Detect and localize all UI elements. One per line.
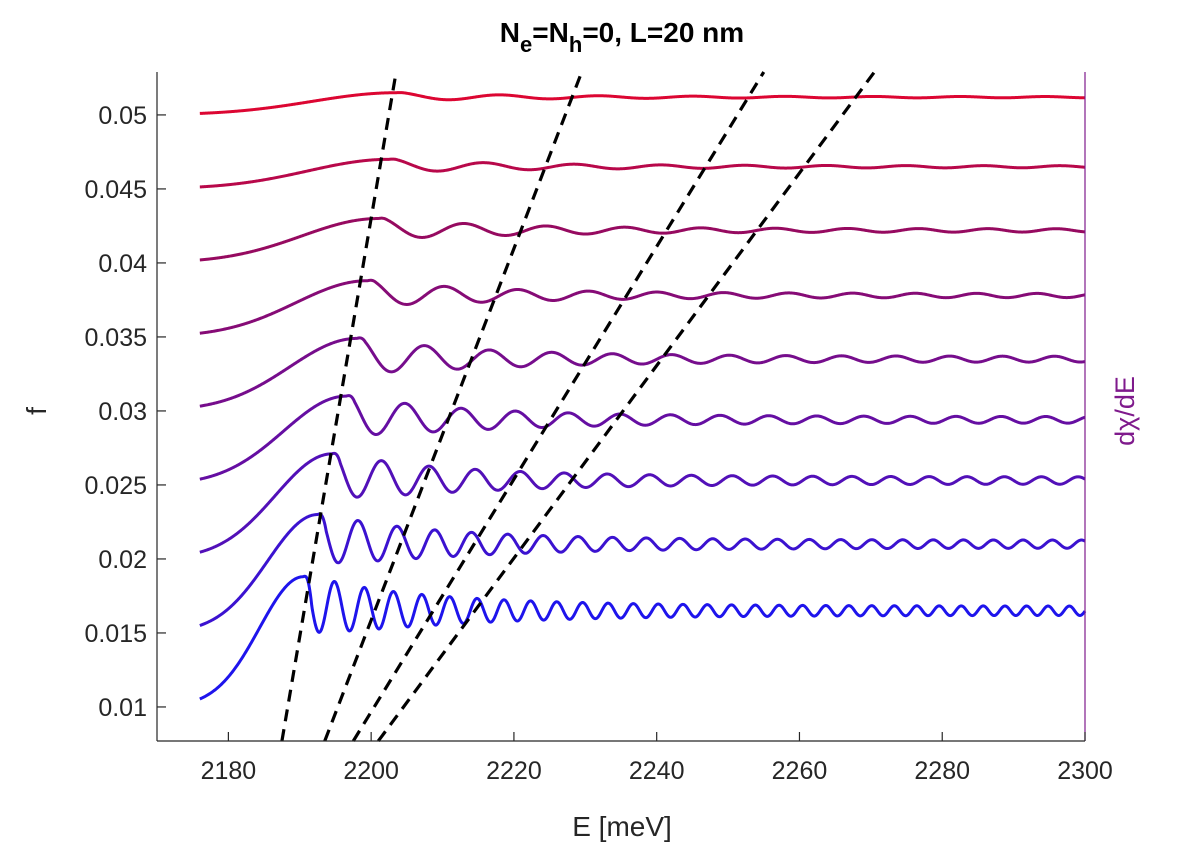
x-ticks: 2180 2200 2220 2240 2260 2280 2300 [201, 732, 1113, 785]
dashed-line-4 [377, 71, 876, 742]
y-tick-label: 0.04 [98, 250, 147, 278]
y-tick-label: 0.01 [98, 694, 147, 722]
dashed-line-3 [351, 71, 766, 742]
dashed-line-1 [280, 71, 398, 742]
series-line-7 [199, 216, 1086, 262]
chart-title: Ne=Nh=0, L=20 nm [500, 17, 744, 57]
y-tick-label: 0.02 [98, 546, 147, 574]
x-tick-label: 2200 [343, 757, 399, 785]
series-line-1 [199, 574, 1087, 701]
x-tick-label: 2300 [1057, 757, 1113, 785]
title-subscript: e [520, 32, 532, 57]
x-tick-label: 2280 [914, 757, 970, 785]
y-tick-label: 0.05 [98, 102, 147, 130]
y-tick-label: 0.045 [84, 176, 147, 204]
series-line-3 [199, 451, 1086, 554]
series-line-2 [199, 512, 1086, 627]
x-tick-label: 2260 [772, 757, 828, 785]
x-tick-label: 2220 [486, 757, 542, 785]
series-line-4 [199, 394, 1086, 481]
y-tick-label: 0.03 [98, 398, 147, 426]
x-tick-label: 2180 [201, 757, 257, 785]
series-line-5 [199, 336, 1086, 408]
series-line-8 [199, 157, 1086, 189]
title-text: N [500, 17, 520, 48]
y-axis-label: f [21, 407, 52, 415]
y-tick-label: 0.015 [84, 620, 147, 648]
chart-title-group: Ne=Nh=0, L=20 nm [500, 17, 744, 57]
title-text: =0, L=20 nm [582, 17, 744, 48]
x-axis-label: E [meV] [572, 811, 672, 842]
series-line-9 [199, 91, 1085, 115]
series-curves [199, 91, 1087, 701]
y-ticks: 0.01 0.015 0.02 0.025 0.03 0.035 0.04 0.045 0.05 [84, 102, 166, 722]
x-tick-label: 2240 [629, 757, 685, 785]
y-tick-label: 0.025 [84, 472, 147, 500]
series-line-6 [199, 278, 1086, 335]
dashed-lines [280, 71, 876, 742]
axes [156, 72, 1086, 742]
title-subscript: h [569, 32, 582, 57]
title-text: =N [532, 17, 569, 48]
y-tick-label: 0.035 [84, 324, 147, 352]
right-axis-label: dχ/dE [1110, 376, 1140, 446]
